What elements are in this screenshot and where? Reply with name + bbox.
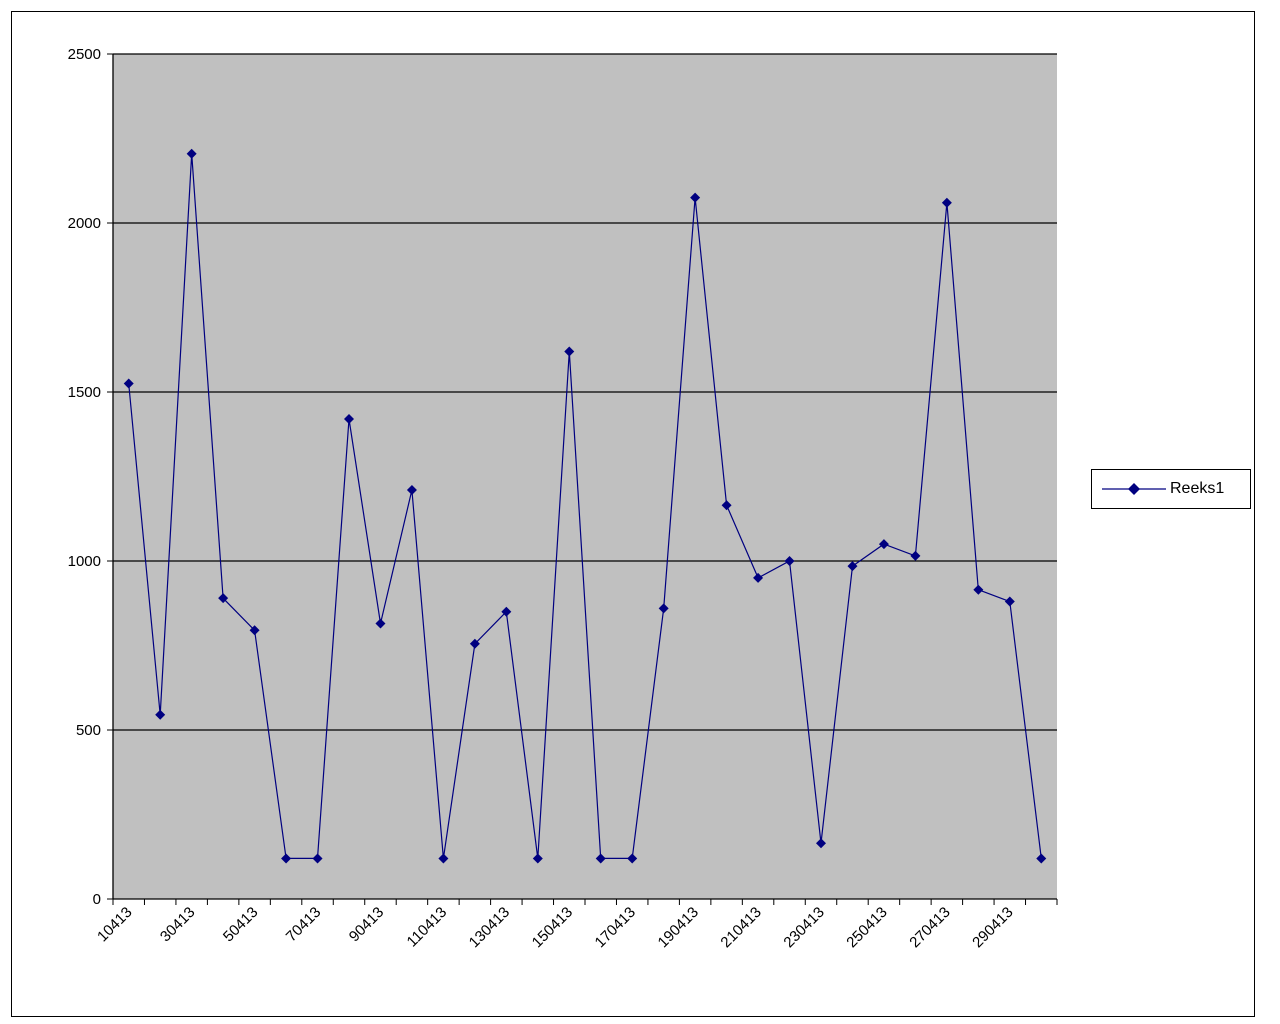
x-tick-label: 50413 xyxy=(220,904,262,946)
y-tick-label: 0 xyxy=(93,891,101,908)
plot-area xyxy=(113,54,1057,899)
data-point-marker xyxy=(941,197,952,208)
data-point-marker xyxy=(375,618,386,629)
x-tick-label: 90413 xyxy=(346,904,388,946)
y-tick-labels: 0 500 1000 1500 2000 2500 xyxy=(68,46,101,908)
x-tick-label: 290413 xyxy=(969,904,1016,951)
x-tick-label: 10413 xyxy=(94,904,136,946)
data-point-marker xyxy=(753,572,764,583)
x-tick-label: 110413 xyxy=(404,904,451,951)
x-tick-label: 70413 xyxy=(283,904,325,946)
x-tick-label: 210413 xyxy=(717,904,764,951)
x-tick-label: 190413 xyxy=(655,904,702,951)
data-point-marker xyxy=(312,853,323,864)
data-point-marker xyxy=(816,838,826,849)
data-point-marker xyxy=(1036,853,1047,864)
data-point-marker xyxy=(501,606,512,617)
y-tick-label: 1500 xyxy=(68,384,101,401)
data-point-marker xyxy=(595,853,606,864)
data-point-marker xyxy=(847,561,858,572)
y-tick-label: 2500 xyxy=(68,46,101,63)
legend: Reeks1 xyxy=(1091,469,1251,509)
data-point-marker xyxy=(532,853,543,864)
data-point-marker xyxy=(281,853,292,864)
x-tick-label: 150413 xyxy=(529,904,576,951)
x-tick-label: 170413 xyxy=(592,904,639,951)
data-point-marker xyxy=(438,853,449,864)
data-point-marker xyxy=(469,638,480,649)
x-tick-label: 30413 xyxy=(157,904,199,946)
series-markers xyxy=(123,148,1047,864)
data-point-marker xyxy=(155,709,166,720)
data-point-marker xyxy=(406,485,417,496)
x-tick-label: 250413 xyxy=(843,904,890,951)
gridlines xyxy=(113,53,1057,731)
data-point-marker xyxy=(186,148,197,159)
data-point-marker xyxy=(910,550,921,561)
data-point-marker xyxy=(721,500,732,511)
y-tick-label: 500 xyxy=(76,722,101,739)
data-point-marker xyxy=(123,378,134,389)
axes xyxy=(107,53,1058,905)
data-point-marker xyxy=(878,539,889,550)
y-tick-label: 2000 xyxy=(68,215,101,232)
data-point-marker xyxy=(973,584,984,595)
x-tick-labels: 10413 30413 50413 70413 90413 110413 130413 150… xyxy=(94,904,1017,951)
data-point-marker xyxy=(564,346,575,357)
data-point-marker xyxy=(344,414,354,425)
data-point-marker xyxy=(690,192,701,203)
data-point-marker xyxy=(1004,596,1015,607)
x-tick-label: 270413 xyxy=(906,904,953,951)
data-point-marker xyxy=(218,593,229,604)
data-point-marker xyxy=(249,625,260,636)
data-point-marker xyxy=(627,853,638,864)
x-tick-label: 230413 xyxy=(780,904,827,951)
data-point-marker xyxy=(658,603,669,614)
chart-area: 0 500 1000 1500 2000 2500 10413 30413 50413 7041… xyxy=(11,11,1255,1017)
legend-label: Reeks1 xyxy=(1170,480,1225,497)
data-point-marker xyxy=(784,556,795,566)
y-tick-label: 1000 xyxy=(68,553,101,570)
line-chart: 0 500 1000 1500 2000 2500 10413 30413 50413 7041… xyxy=(68,46,1058,951)
series-line-reeks1 xyxy=(128,153,1042,860)
x-tick-label: 130413 xyxy=(466,904,513,951)
legend-series-swatch xyxy=(1102,483,1166,495)
